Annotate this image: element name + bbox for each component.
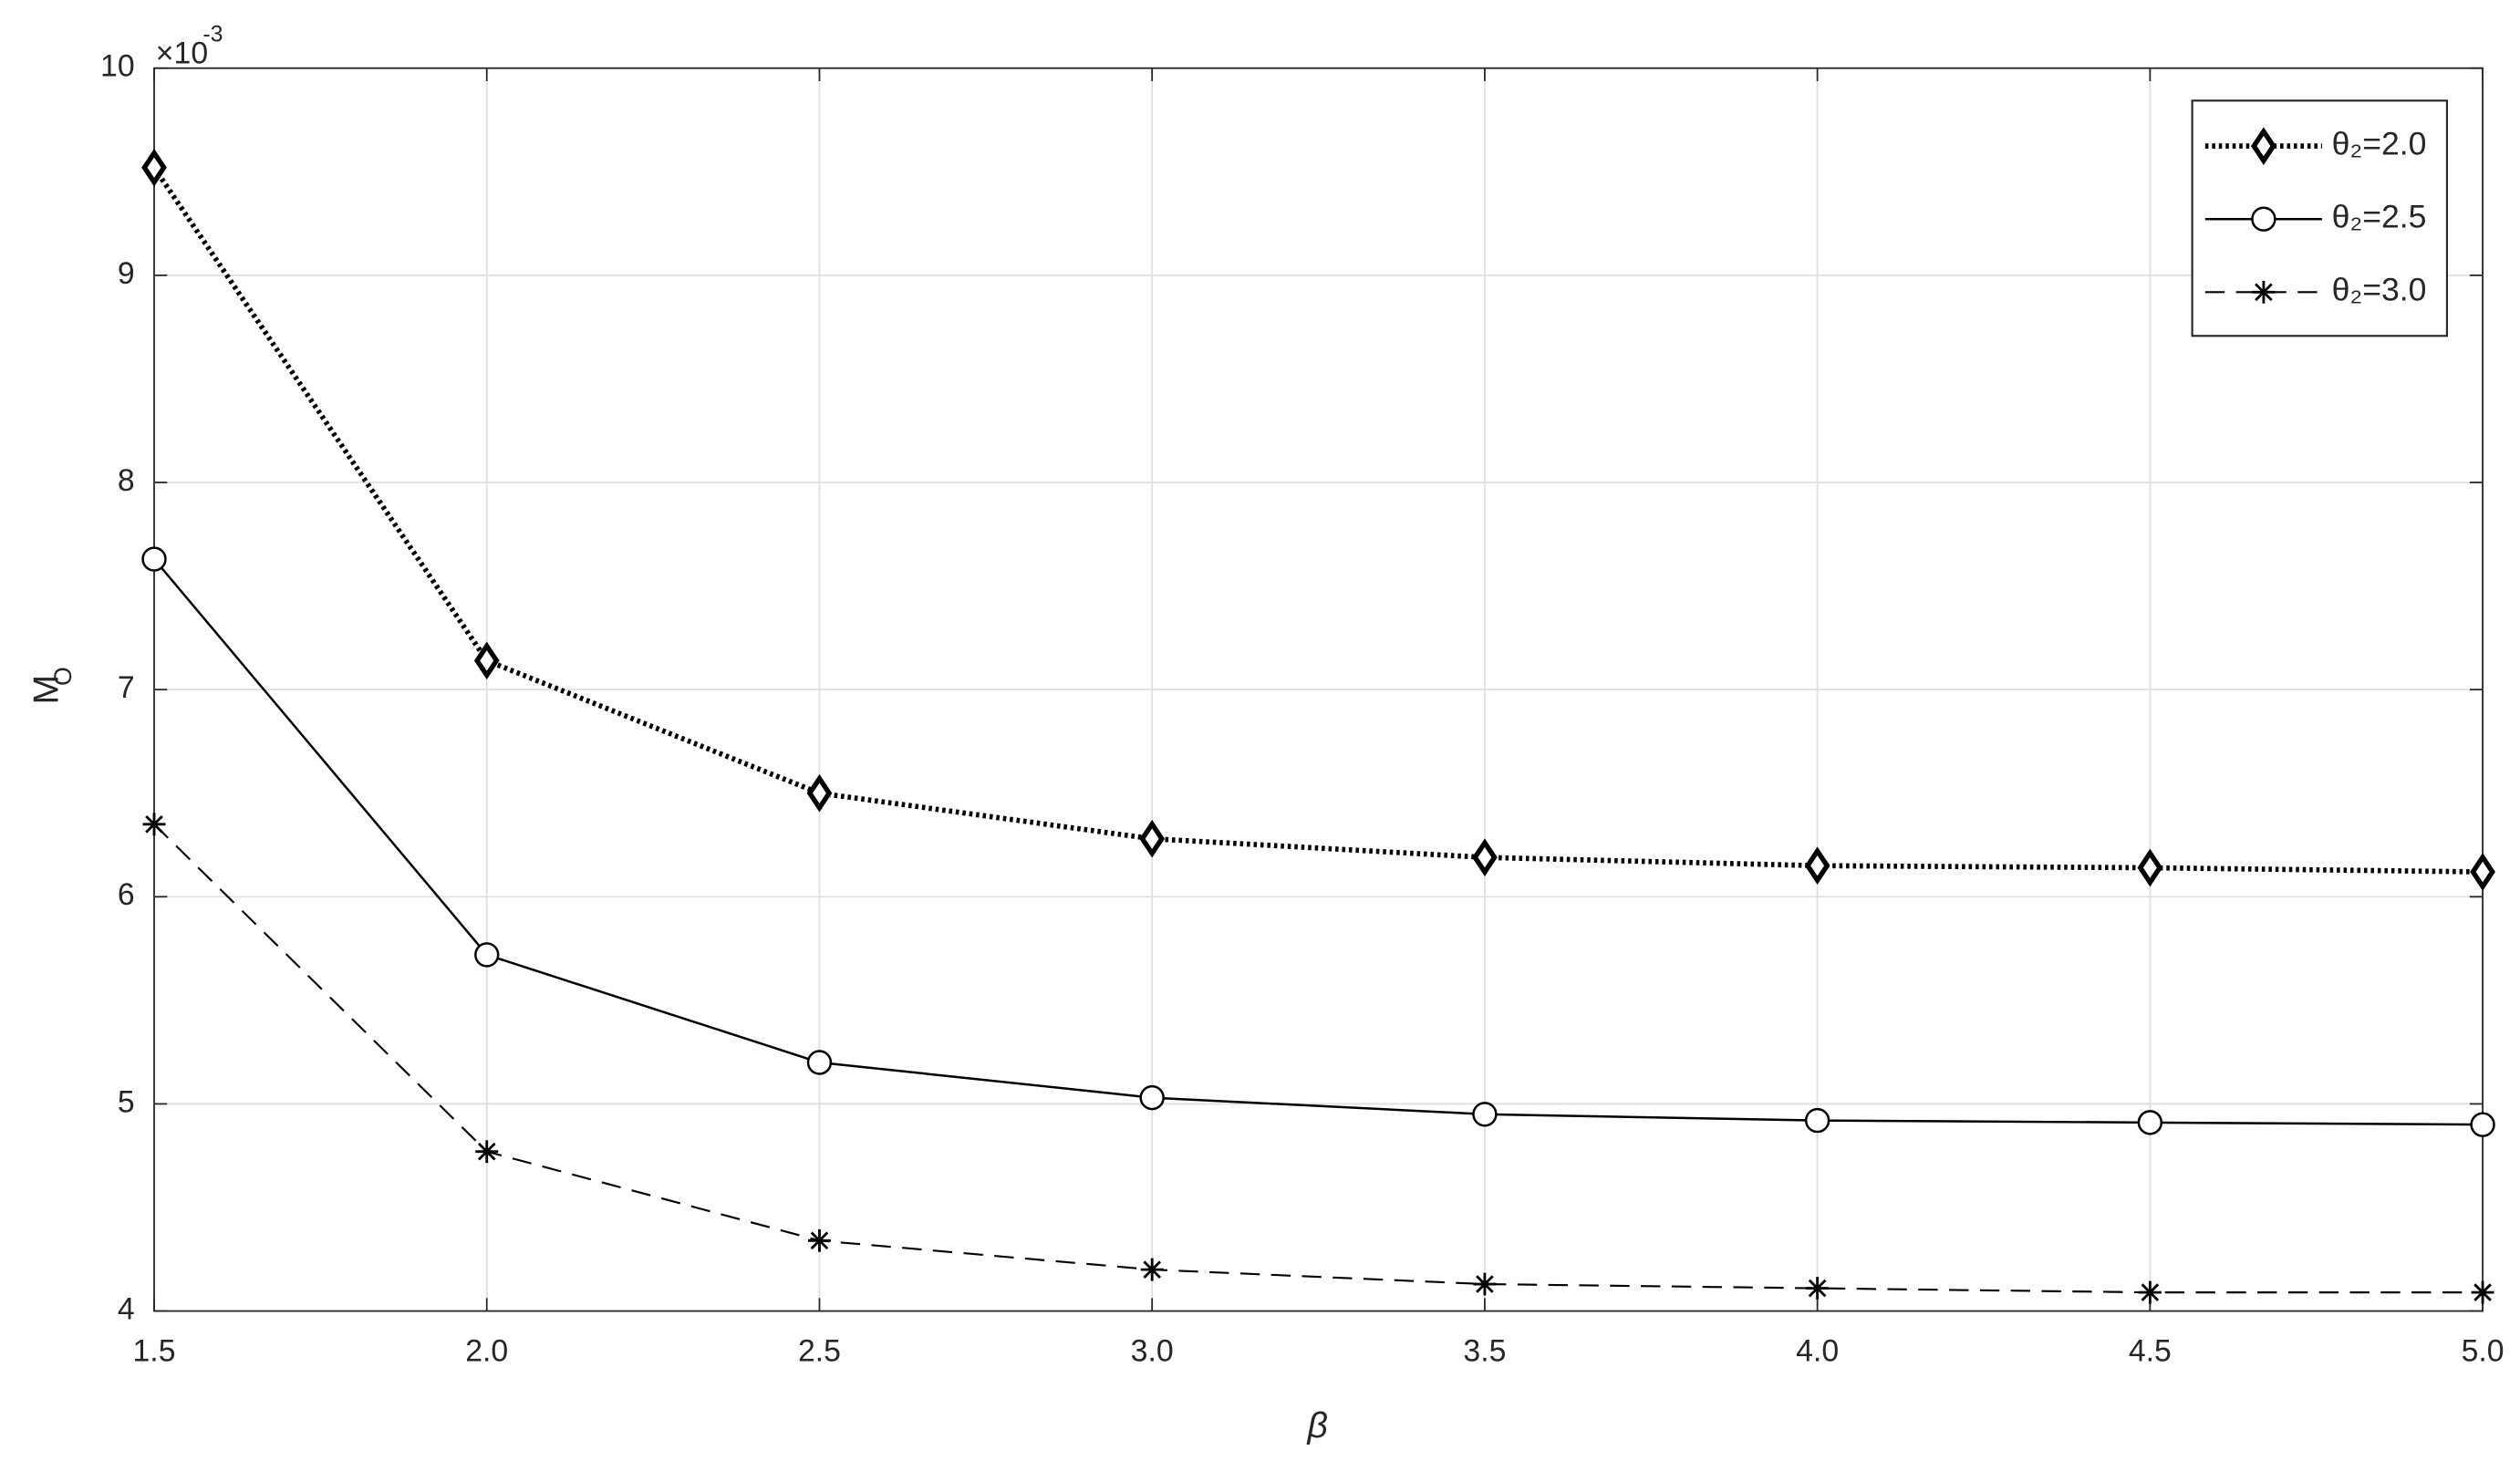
marker-asterisk bbox=[142, 813, 166, 836]
x-tick-label: 5.0 bbox=[2462, 1334, 2504, 1369]
marker-asterisk bbox=[1473, 1272, 1497, 1296]
marker-circle bbox=[2137, 1110, 2163, 1135]
marker-asterisk bbox=[2138, 1280, 2162, 1304]
x-tick-label: 3.0 bbox=[1131, 1334, 1174, 1369]
marker-diamond bbox=[1804, 846, 1830, 886]
y-tick-label: 7 bbox=[118, 670, 135, 705]
x-tick-label: 3.5 bbox=[1463, 1334, 1506, 1369]
series-line bbox=[151, 166, 2484, 875]
x-tick-label: 1.5 bbox=[133, 1334, 176, 1369]
series-line bbox=[153, 824, 2484, 1294]
y-multiplier: ×10 bbox=[156, 36, 208, 70]
x-tick-label: 2.0 bbox=[465, 1334, 508, 1369]
marker-asterisk bbox=[808, 1228, 831, 1252]
marker-circle bbox=[1472, 1102, 1498, 1127]
x-tick-label: 2.5 bbox=[798, 1334, 841, 1369]
marker-diamond bbox=[2137, 848, 2163, 887]
x-tick-label: 4.5 bbox=[2129, 1334, 2172, 1369]
marker-asterisk bbox=[1806, 1277, 1830, 1300]
marker-circle bbox=[474, 942, 500, 968]
x-axis-label: β bbox=[1306, 1406, 1327, 1445]
series-line bbox=[153, 558, 2484, 1126]
marker-circle bbox=[2470, 1112, 2495, 1137]
marker-diamond bbox=[2251, 127, 2276, 165]
marker-diamond bbox=[141, 148, 167, 187]
legend: θ₂=2.0 θ₂=2.5 θ₂=3.0 bbox=[2191, 99, 2449, 337]
marker-diamond bbox=[1472, 838, 1498, 876]
y-tick-label: 6 bbox=[118, 877, 135, 912]
x-tick-label: 4.0 bbox=[1796, 1334, 1839, 1369]
y-tick-label: 10 bbox=[100, 49, 135, 84]
marker-circle bbox=[141, 546, 167, 572]
y-tick-label: 4 bbox=[118, 1291, 135, 1326]
marker-asterisk bbox=[475, 1140, 499, 1164]
legend-label: θ₂=2.0 bbox=[2332, 126, 2427, 162]
marker-diamond bbox=[1139, 819, 1166, 858]
marker-circle bbox=[2251, 206, 2276, 232]
y-tick-label: 8 bbox=[118, 463, 135, 498]
y-axis-label-group: M O bbox=[27, 667, 77, 704]
marker-circle bbox=[1804, 1107, 1830, 1134]
marker-diamond bbox=[473, 641, 500, 680]
y-tick-label: 5 bbox=[118, 1084, 135, 1119]
plot-frame bbox=[153, 67, 2484, 1312]
marker-asterisk bbox=[1140, 1258, 1164, 1281]
marker-diamond bbox=[806, 773, 833, 813]
marker-circle bbox=[806, 1050, 833, 1075]
marker-asterisk bbox=[2252, 280, 2276, 304]
legend-label: θ₂=3.0 bbox=[2332, 272, 2427, 308]
y-axis-label-subscript: O bbox=[49, 667, 77, 686]
legend-label: θ₂=2.5 bbox=[2332, 199, 2427, 235]
marker-asterisk bbox=[2471, 1280, 2494, 1304]
y-multiplier-exponent: -3 bbox=[202, 22, 223, 47]
marker-circle bbox=[1139, 1084, 1165, 1111]
y-axis-label: M bbox=[27, 675, 67, 705]
marker-diamond bbox=[2470, 853, 2495, 891]
y-tick-label: 9 bbox=[118, 256, 135, 291]
